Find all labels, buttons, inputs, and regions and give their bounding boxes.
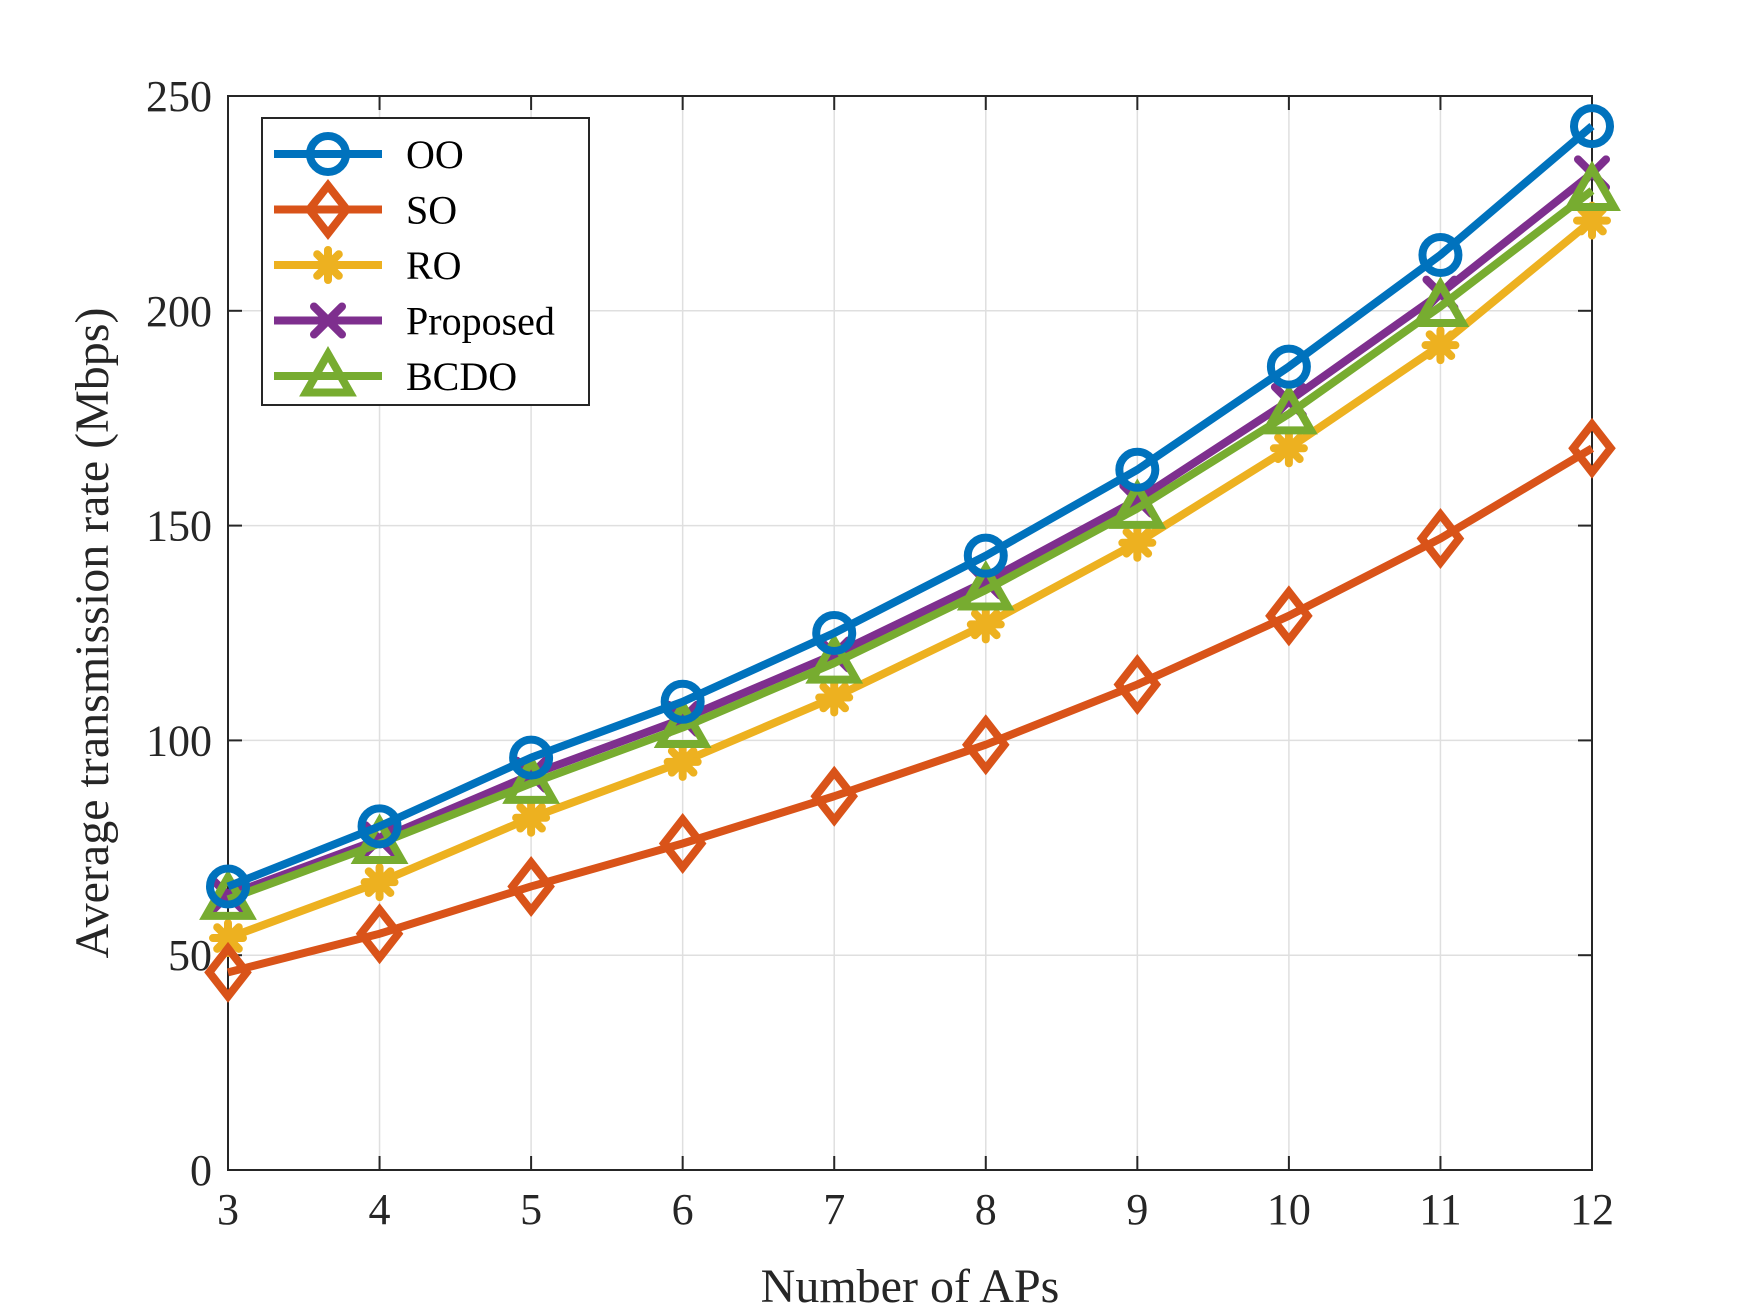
data-point-ro (512, 798, 551, 837)
data-point-oo (963, 533, 1008, 578)
data-point-bcdo (502, 753, 561, 804)
y-tick-label: 100 (146, 716, 212, 765)
x-tick-label: 6 (672, 1185, 694, 1234)
legend-label-ro: RO (406, 243, 462, 288)
legend-label-oo: OO (406, 132, 464, 177)
x-tick-label: 4 (369, 1185, 391, 1234)
data-point-so (507, 855, 555, 917)
data-point-ro (966, 605, 1005, 644)
data-point-oo (1266, 344, 1311, 389)
data-point-oo (812, 611, 857, 655)
legend-marker-ro (309, 246, 347, 284)
data-point-bcdo (653, 697, 712, 749)
legend-entry-so: SO (274, 178, 457, 241)
legend: OO SO RO Proposed BCDO (261, 117, 590, 406)
data-point-so (961, 714, 1010, 776)
x-tick-label: 7 (823, 1185, 845, 1234)
legend-marker-oo (306, 132, 350, 176)
data-point-bcdo (1108, 478, 1167, 529)
series-group (199, 104, 1621, 1003)
data-point-so (204, 941, 252, 1003)
data-point-ro (209, 919, 247, 958)
data-point-oo (1418, 232, 1463, 277)
data-point-oo (660, 679, 705, 724)
data-point-oo (1570, 104, 1614, 149)
data-point-bcdo (1259, 383, 1318, 435)
y-tick-label: 250 (146, 72, 212, 121)
data-point-ro (1573, 201, 1611, 240)
data-point-so (1265, 585, 1313, 647)
legend-marker-proposed (310, 302, 346, 339)
series-line-oo (226, 123, 1595, 891)
data-point-oo (206, 864, 250, 909)
series-line-so (227, 444, 1595, 977)
legend-entry-proposed: Proposed (274, 299, 555, 344)
data-point-ro (663, 742, 702, 781)
data-point-so (810, 765, 859, 827)
data-point-ro (360, 863, 399, 902)
y-axis-title: Average transmission rate (Mbps) (66, 308, 119, 959)
data-point-bcdo (1411, 276, 1470, 328)
data-point-so (1113, 654, 1162, 716)
data-point-bcdo (956, 559, 1015, 611)
legend-entry-bcdo: BCDO (274, 345, 517, 399)
data-point-so (1568, 417, 1616, 479)
legend-entry-oo: OO (274, 132, 464, 177)
series-oo (206, 104, 1614, 909)
x-axis-title: Number of APs (761, 1260, 1060, 1313)
y-tick-label: 0 (190, 1146, 212, 1195)
y-tick-label: 200 (146, 287, 212, 336)
legend-entry-ro: RO (274, 243, 462, 288)
series-line-bcdo (226, 187, 1595, 904)
data-point-ro (1118, 523, 1157, 562)
legend-marker-so (304, 178, 352, 241)
series-line-proposed (226, 170, 1595, 899)
data-point-bcdo (805, 633, 864, 684)
plot-area-frame (227, 95, 1593, 1171)
x-tick-label: 5 (520, 1185, 542, 1234)
x-tick-label: 9 (1126, 1185, 1148, 1234)
data-point-bcdo (1563, 160, 1621, 212)
data-point-so (355, 903, 404, 965)
data-point-ro (1269, 429, 1308, 468)
legend-label-proposed: Proposed (406, 299, 555, 344)
data-point-oo (357, 804, 402, 849)
data-point-oo (509, 735, 554, 780)
legend-label-so: SO (406, 188, 457, 233)
legend-marker-bcdo (299, 345, 357, 397)
x-tick-label: 10 (1267, 1185, 1311, 1234)
series-so (204, 417, 1616, 1003)
data-point-ro (1421, 326, 1460, 365)
data-point-so (1416, 507, 1465, 569)
x-tick-label: 8 (975, 1185, 997, 1234)
data-point-oo (1115, 447, 1160, 492)
series-line-ro (226, 217, 1595, 942)
data-point-so (658, 813, 707, 875)
x-tick-label: 3 (217, 1185, 239, 1234)
x-tick-label: 12 (1570, 1185, 1614, 1234)
data-point-ro (815, 678, 854, 717)
series-ro (209, 201, 1611, 958)
legend-label-bcdo: BCDO (406, 354, 517, 399)
y-tick-label: 150 (146, 502, 212, 551)
x-tick-label: 11 (1419, 1185, 1461, 1234)
